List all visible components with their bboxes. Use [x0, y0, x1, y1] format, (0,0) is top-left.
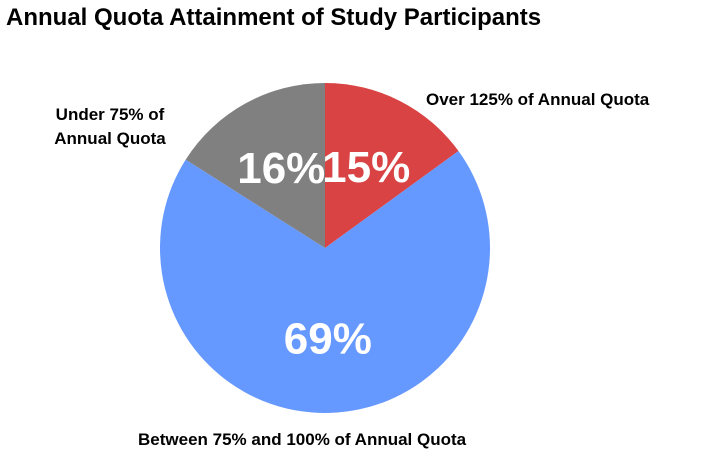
- value-label: 69%: [284, 314, 372, 363]
- pie-slice: [159, 151, 490, 414]
- pie-slice: [325, 83, 459, 248]
- value-label: 15%: [322, 143, 410, 192]
- slice-label: Under 75% of Annual Quota: [54, 105, 166, 148]
- slice-label: Over 125% of Annual Quota: [426, 90, 650, 109]
- chart-title: Annual Quota Attainment of Study Partici…: [6, 4, 542, 31]
- pie-slice: [185, 83, 325, 248]
- value-label: 16%: [237, 144, 325, 193]
- slice-label: Between 75% and 100% of Annual Quota: [138, 430, 467, 449]
